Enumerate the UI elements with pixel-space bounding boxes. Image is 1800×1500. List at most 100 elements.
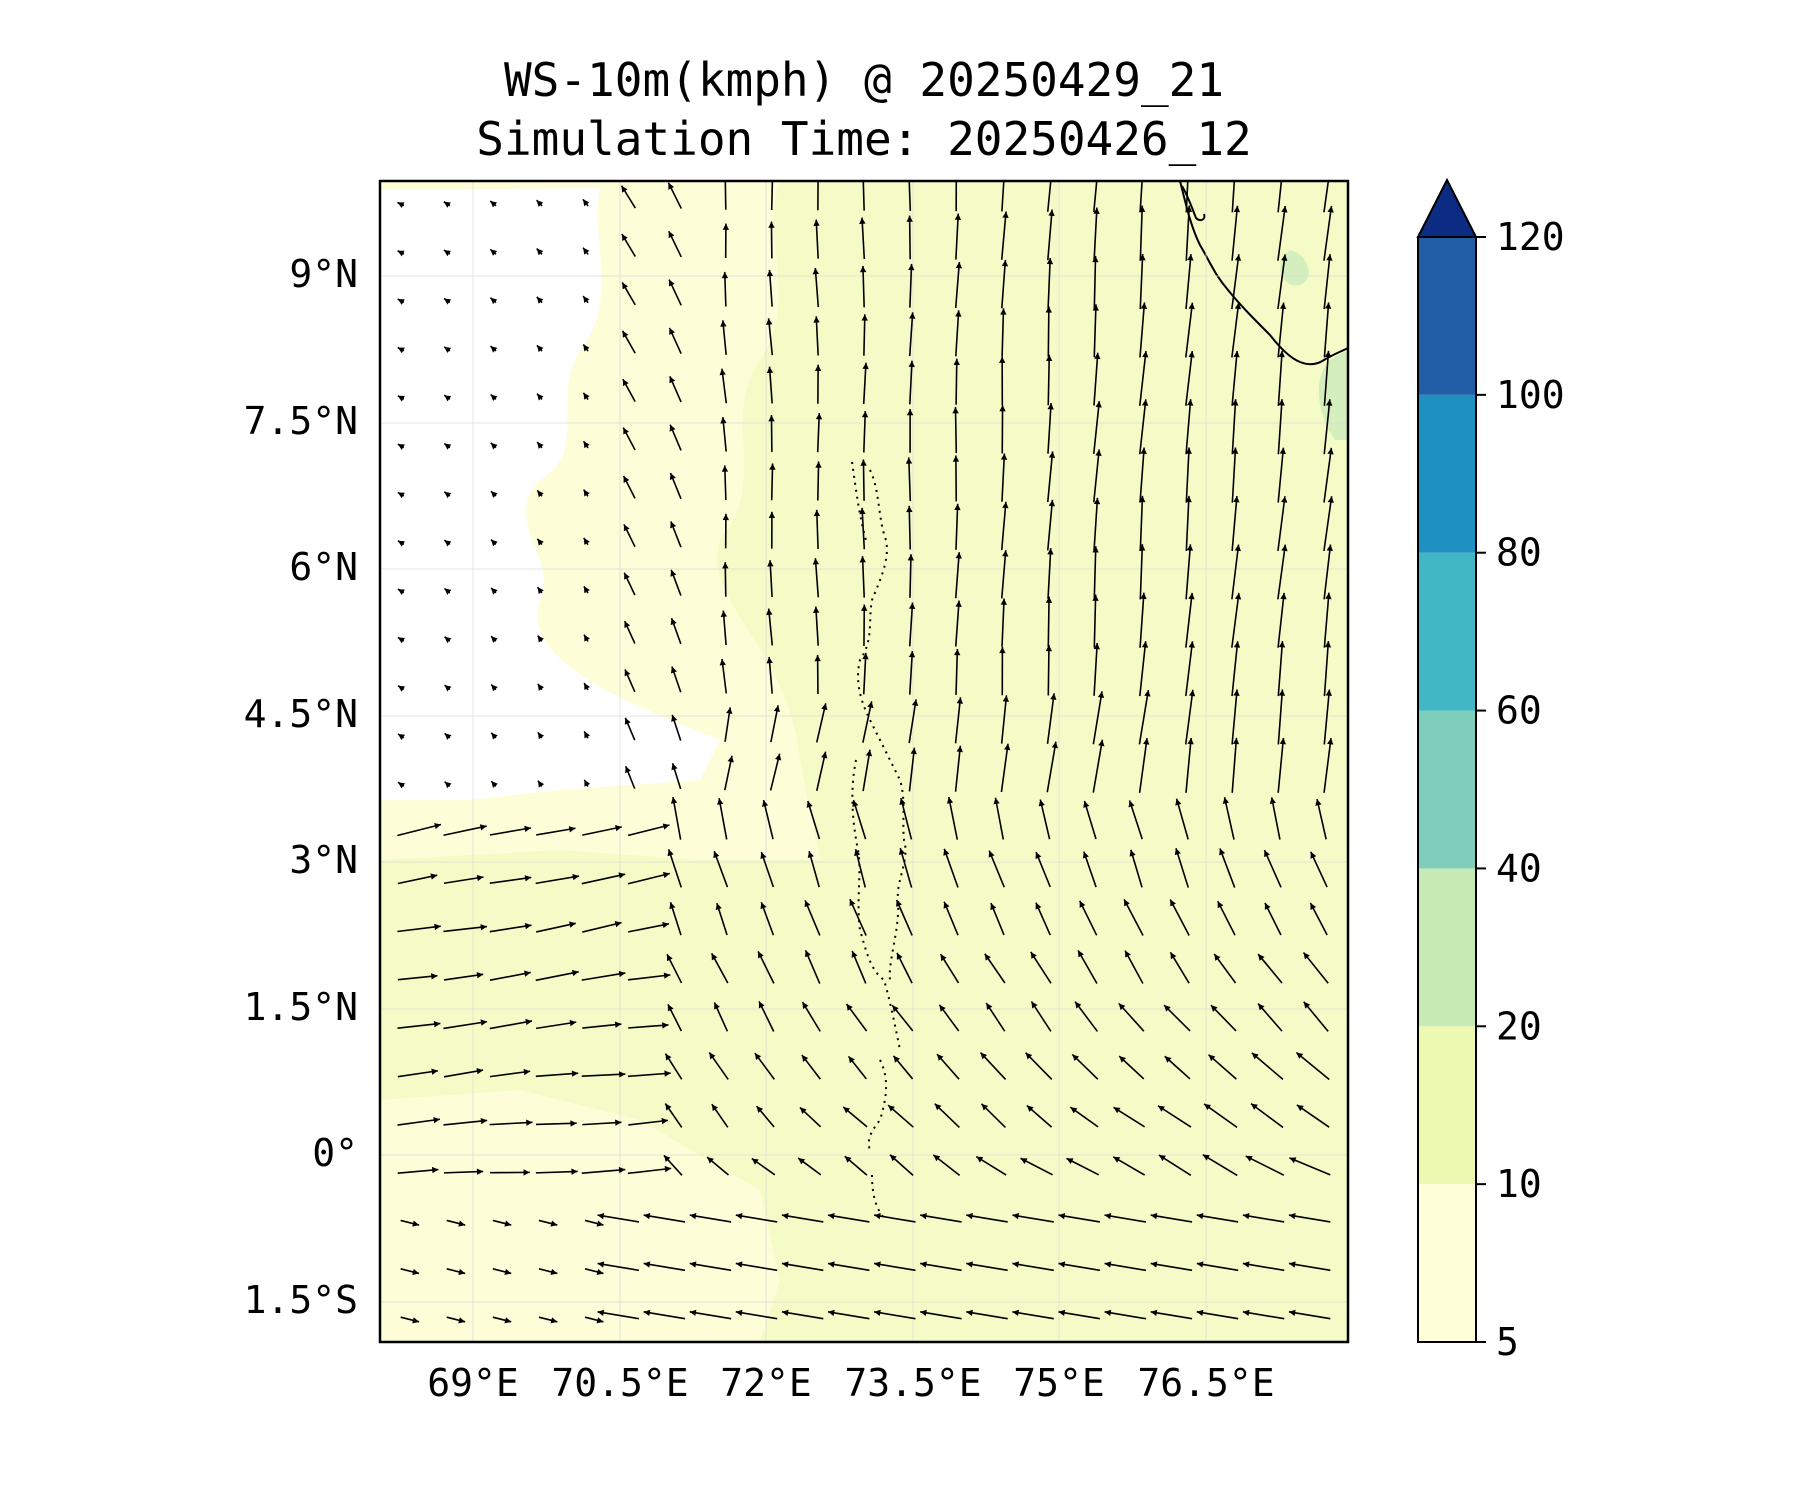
wind-vector-head [490,442,498,450]
wind-vector-head [569,921,576,928]
wind-vector-shaft [1093,497,1099,551]
map-frame [378,179,1350,1344]
wind-vector-head [1002,550,1009,557]
wind-vector-head [908,602,916,609]
wind-vector-head [1035,852,1042,859]
wind-vector-head [1279,302,1287,310]
wind-vector-head [849,899,856,907]
lon-tick-72e: 72°E [720,1361,812,1405]
wind-vector-shaft [1231,689,1238,745]
wind-vector-shaft [1323,302,1330,358]
wind-vector-head [618,1166,626,1174]
wind-vector-shaft [920,1214,962,1223]
wind-vector-shaft [908,602,914,647]
wind-vector-shaft [535,1072,579,1078]
wind-vector-shaft [815,703,827,743]
wind-vector-head [952,407,959,414]
wind-vector-head [476,874,484,882]
wind-vector-shaft [1277,592,1285,648]
wind-vector-head [476,1068,484,1075]
wind-vector-head [760,852,767,860]
wind-vector-head [735,1261,743,1268]
wind-vector-head [569,1019,577,1027]
wind-vector-shaft [1231,592,1240,648]
wind-vector-shaft [1138,350,1147,406]
wind-vector-head [1141,399,1149,406]
wind-vector-head [874,1309,881,1316]
wind-vector-head [444,781,452,789]
wind-vector-head [1070,1107,1078,1114]
wind-vector-shaft [1083,800,1097,840]
wind-vector-shaft [966,1262,1008,1272]
wind-vector-shaft [948,796,959,840]
wind-vector-head [956,745,963,753]
wind-vector-head [851,950,858,958]
wind-vector-head [479,824,487,831]
map-panel [378,179,1350,1344]
wind-vector-head [756,1106,764,1113]
wind-vector-head [1233,689,1240,697]
wind-vector-shaft [627,872,670,885]
wind-vector-shaft [582,921,622,933]
wind-vector-head [1278,350,1285,358]
wind-vector-shaft [1046,741,1057,793]
wind-vector-shaft [689,1214,732,1223]
wind-vector-head [1128,800,1135,808]
wind-vector-head [1118,1003,1126,1011]
wind-vector-head [504,1268,512,1276]
wind-vector-head [1303,952,1310,960]
wind-vector-head [537,490,544,498]
wind-vector-shaft [1157,1105,1192,1128]
wind-vector-shaft [1139,641,1147,697]
wind-vector-head [1170,952,1177,960]
wind-vector-head [766,318,773,325]
wind-vector-shaft [827,1311,870,1320]
wind-vector-head [444,395,452,402]
wind-vector-head [1208,1054,1216,1062]
wind-vector-head [727,755,734,763]
wind-vector-shaft [862,362,867,405]
wind-vector-shaft [954,745,962,792]
wind-vector-head [1281,544,1288,552]
wind-vector-head [669,424,676,432]
wind-vector-shaft [1277,399,1283,455]
wind-vector-head [623,524,630,532]
wind-vector-head [1139,253,1146,261]
wind-vector-head [952,455,960,462]
wind-vector-shaft [955,310,960,357]
wind-vector-head [799,1107,807,1115]
wind-vector-head [1045,354,1053,361]
wind-vector-shaft [1202,1153,1238,1177]
colorbar-tick-label: 80 [1496,531,1542,575]
colorbar-segment [1418,1184,1476,1342]
wind-vector-shaft [735,1311,778,1320]
wind-vector-shaft [1288,1214,1331,1223]
wind-vector-head [444,685,452,692]
wind-vector-head [1078,950,1084,958]
wind-vector-shaft [1185,399,1192,455]
wind-vector-head [431,1068,438,1075]
wind-vector-head [1164,1056,1172,1063]
wind-vector-head [583,296,590,303]
wind-vector-head [536,345,544,353]
wind-vector-head [1093,642,1101,650]
wind-vector-head [767,560,774,567]
wind-vector-head [874,1261,881,1268]
wind-vector-shaft [1093,594,1097,648]
wind-vector-head [859,556,866,563]
wind-vector-head [1288,1261,1296,1268]
wind-vector-head [1204,1103,1212,1111]
wind-vector-head [709,1052,716,1060]
wind-vector-shaft [397,1069,439,1078]
wind-vector-head [663,1155,671,1163]
wind-vector-head [671,763,678,771]
wind-vector-shaft [1288,1311,1331,1320]
wind-vector-head [458,1268,466,1276]
wind-vector-shaft [1251,1052,1284,1081]
wind-vector-head [1025,1052,1033,1060]
wind-vector-shaft [1139,544,1144,600]
wind-vector-shaft [597,1262,640,1272]
wind-vector-shaft [807,800,821,840]
wind-vector-head [537,393,544,401]
wind-vector-shaft [1000,211,1007,260]
